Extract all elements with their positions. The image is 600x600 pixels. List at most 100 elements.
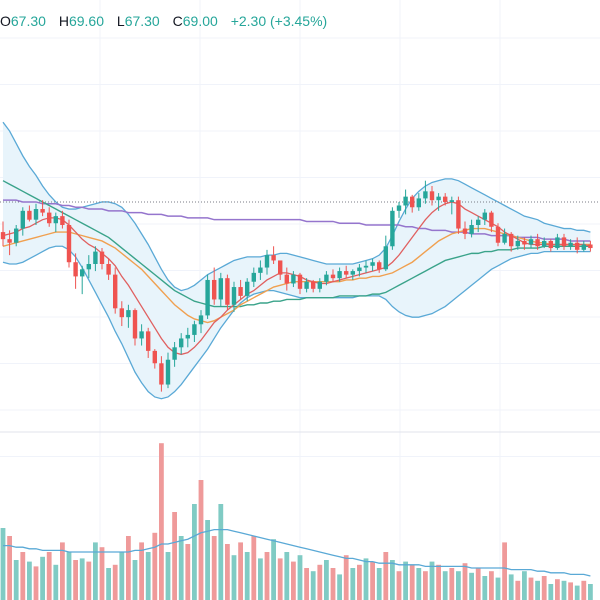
candle[interactable] bbox=[344, 265, 349, 279]
candle[interactable] bbox=[337, 267, 342, 282]
candle[interactable] bbox=[126, 304, 131, 328]
candle[interactable] bbox=[86, 255, 91, 279]
candle[interactable] bbox=[555, 233, 560, 250]
candle[interactable] bbox=[542, 237, 547, 249]
candle[interactable] bbox=[588, 240, 593, 252]
candle[interactable] bbox=[0, 221, 6, 247]
volume-bar bbox=[192, 504, 197, 600]
volume-bar bbox=[370, 561, 375, 600]
candle[interactable] bbox=[383, 235, 388, 272]
candle[interactable] bbox=[231, 281, 237, 312]
candle[interactable] bbox=[139, 324, 144, 346]
candle[interactable] bbox=[548, 239, 553, 252]
candle[interactable] bbox=[218, 272, 223, 307]
candles[interactable] bbox=[0, 180, 593, 392]
candle[interactable] bbox=[390, 207, 395, 250]
candle[interactable] bbox=[370, 258, 375, 272]
candle[interactable] bbox=[363, 260, 369, 273]
candle[interactable] bbox=[73, 253, 78, 289]
candle[interactable] bbox=[212, 267, 217, 305]
candle[interactable] bbox=[119, 301, 124, 327]
candle[interactable] bbox=[528, 235, 534, 249]
candle[interactable] bbox=[198, 310, 204, 334]
candle[interactable] bbox=[502, 228, 507, 245]
candle[interactable] bbox=[416, 193, 421, 211]
candle[interactable] bbox=[423, 180, 428, 204]
candle[interactable] bbox=[456, 196, 461, 234]
candle[interactable] bbox=[14, 225, 19, 247]
candle[interactable] bbox=[146, 327, 151, 358]
candle-body bbox=[27, 210, 32, 220]
candle[interactable] bbox=[429, 186, 435, 206]
candle[interactable] bbox=[106, 258, 111, 280]
candle[interactable] bbox=[522, 237, 527, 250]
candle[interactable] bbox=[185, 327, 190, 348]
candle[interactable] bbox=[284, 267, 289, 291]
candle[interactable] bbox=[568, 239, 573, 250]
candle[interactable] bbox=[410, 194, 415, 213]
candle[interactable] bbox=[535, 233, 540, 250]
candle[interactable] bbox=[66, 219, 72, 268]
candle[interactable] bbox=[304, 278, 309, 293]
candle[interactable] bbox=[60, 210, 65, 229]
candle[interactable] bbox=[80, 265, 85, 295]
candle[interactable] bbox=[330, 269, 336, 282]
candle[interactable] bbox=[561, 233, 567, 250]
candle[interactable] bbox=[113, 267, 118, 314]
candle[interactable] bbox=[291, 271, 296, 288]
candle[interactable] bbox=[515, 235, 520, 250]
candle[interactable] bbox=[350, 269, 355, 280]
candle[interactable] bbox=[396, 201, 402, 218]
candle[interactable] bbox=[495, 223, 501, 247]
candle[interactable] bbox=[575, 237, 580, 254]
candle-body bbox=[396, 205, 402, 211]
candle[interactable] bbox=[581, 240, 586, 252]
candle[interactable] bbox=[264, 249, 270, 275]
candle[interactable] bbox=[482, 209, 487, 225]
candle[interactable] bbox=[297, 272, 303, 295]
candle[interactable] bbox=[179, 333, 184, 355]
candle[interactable] bbox=[271, 246, 276, 264]
candle[interactable] bbox=[238, 279, 243, 300]
candle[interactable] bbox=[47, 207, 52, 227]
candle[interactable] bbox=[7, 230, 12, 256]
candle[interactable] bbox=[449, 196, 454, 215]
candle[interactable] bbox=[476, 216, 481, 233]
candle[interactable] bbox=[225, 274, 230, 311]
candle[interactable] bbox=[40, 200, 45, 217]
candle[interactable] bbox=[251, 267, 256, 288]
candle[interactable] bbox=[258, 260, 263, 280]
candle[interactable] bbox=[205, 274, 210, 319]
candle[interactable] bbox=[462, 221, 468, 240]
candle[interactable] bbox=[159, 356, 164, 392]
candle[interactable] bbox=[443, 193, 448, 206]
candle[interactable] bbox=[469, 219, 474, 238]
candle[interactable] bbox=[172, 342, 177, 367]
candle[interactable] bbox=[436, 193, 441, 211]
candle[interactable] bbox=[317, 278, 322, 293]
volume-bar bbox=[284, 552, 290, 600]
candle[interactable] bbox=[165, 352, 171, 389]
candle[interactable] bbox=[99, 248, 105, 270]
candle[interactable] bbox=[152, 349, 157, 369]
candle[interactable] bbox=[27, 205, 32, 222]
candle[interactable] bbox=[357, 264, 362, 277]
candle[interactable] bbox=[192, 320, 197, 342]
candle[interactable] bbox=[509, 232, 514, 252]
candle[interactable] bbox=[245, 278, 250, 302]
candle[interactable] bbox=[377, 260, 382, 273]
low-key: L bbox=[116, 13, 125, 29]
volume-bar bbox=[40, 556, 45, 600]
candle[interactable] bbox=[324, 271, 329, 286]
candle[interactable] bbox=[53, 212, 58, 233]
candle[interactable] bbox=[132, 308, 138, 346]
candle[interactable] bbox=[93, 246, 98, 272]
candle[interactable] bbox=[489, 210, 494, 233]
candle[interactable] bbox=[20, 207, 25, 236]
candle[interactable] bbox=[403, 189, 408, 215]
candle[interactable] bbox=[278, 260, 283, 280]
candle[interactable] bbox=[33, 203, 39, 225]
candle[interactable] bbox=[311, 279, 316, 293]
